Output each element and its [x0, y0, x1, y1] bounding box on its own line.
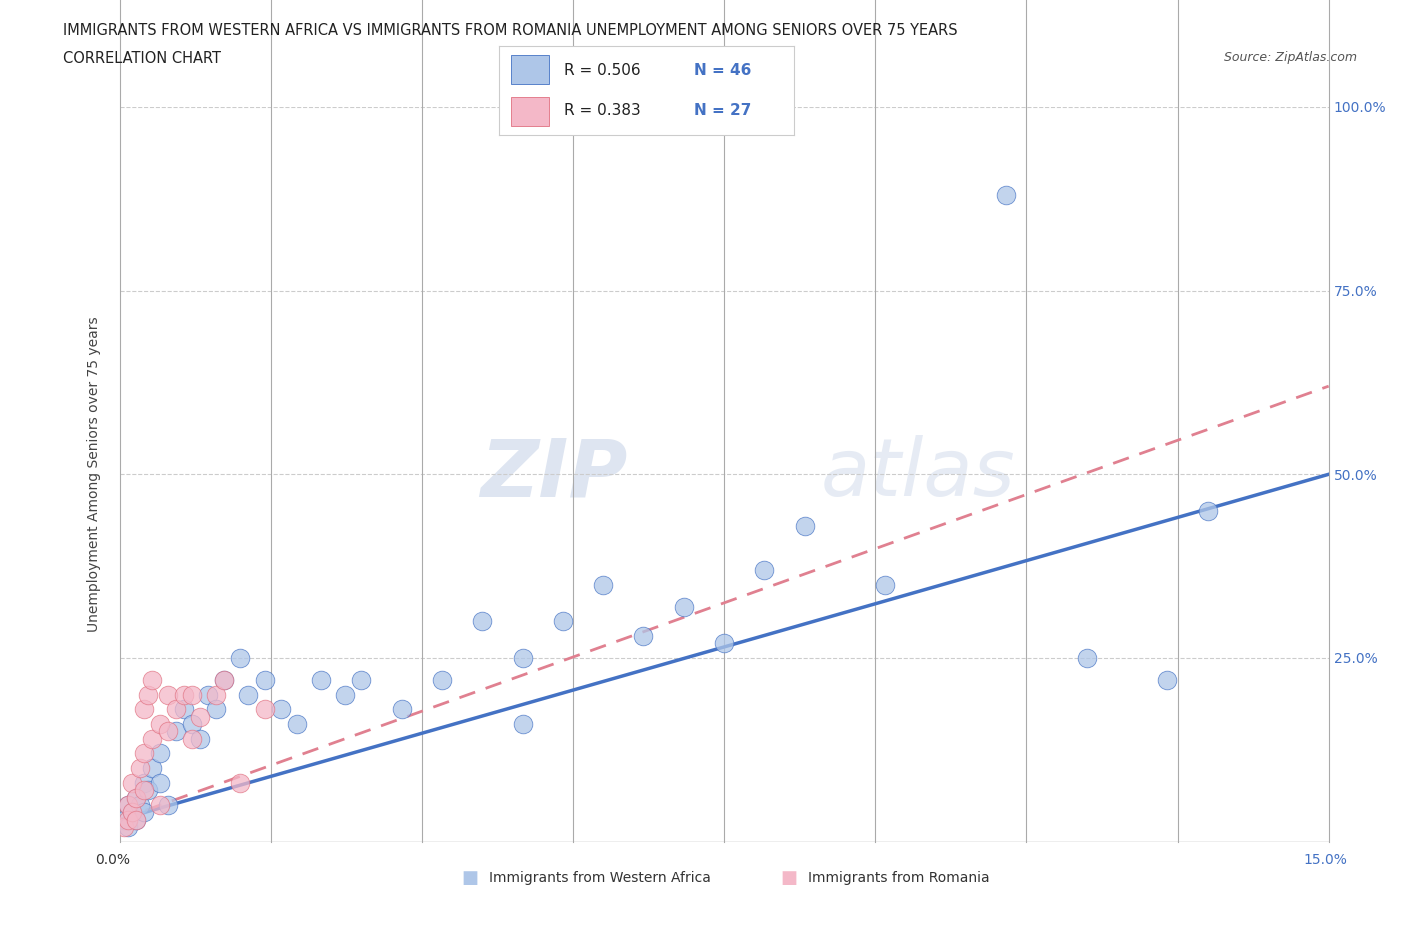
Point — [875, 577, 897, 592]
Point — [1197, 504, 1219, 519]
Point — [285, 717, 308, 732]
Point — [141, 672, 163, 687]
Point — [672, 599, 695, 614]
Point — [214, 672, 236, 687]
Point — [121, 804, 143, 819]
Point — [165, 724, 187, 738]
Point — [181, 687, 204, 702]
Point — [112, 819, 135, 834]
Point — [156, 724, 179, 738]
Point — [124, 812, 146, 827]
Point — [112, 812, 135, 827]
Point — [335, 687, 357, 702]
Point — [124, 790, 146, 805]
Bar — [510, 97, 550, 126]
Point — [214, 672, 236, 687]
Point — [181, 717, 204, 732]
Point — [391, 702, 413, 717]
Point — [270, 702, 292, 717]
Point — [173, 687, 195, 702]
Point — [754, 563, 776, 578]
Point — [121, 804, 143, 819]
Point — [253, 702, 276, 717]
Point — [124, 790, 146, 805]
Point — [793, 518, 815, 533]
Text: atlas: atlas — [821, 435, 1015, 513]
Point — [141, 731, 163, 746]
Point — [156, 687, 179, 702]
Text: 15.0%: 15.0% — [1303, 853, 1347, 868]
Text: N = 46: N = 46 — [695, 63, 751, 78]
Text: ZIP: ZIP — [479, 435, 627, 513]
Point — [121, 776, 143, 790]
Point — [1156, 672, 1178, 687]
Point — [1076, 651, 1098, 666]
Point — [149, 717, 172, 732]
Point — [181, 731, 204, 746]
Point — [136, 783, 159, 798]
Point — [229, 651, 252, 666]
Point — [136, 687, 159, 702]
Point — [156, 798, 179, 813]
Point — [132, 776, 155, 790]
Point — [471, 614, 494, 629]
Point — [633, 629, 655, 644]
Point — [173, 702, 195, 717]
Point — [132, 746, 155, 761]
Point — [430, 672, 453, 687]
Point — [165, 702, 187, 717]
Text: N = 27: N = 27 — [695, 102, 751, 117]
Point — [132, 702, 155, 717]
Point — [253, 672, 276, 687]
Point — [205, 702, 228, 717]
Text: IMMIGRANTS FROM WESTERN AFRICA VS IMMIGRANTS FROM ROMANIA UNEMPLOYMENT AMONG SEN: IMMIGRANTS FROM WESTERN AFRICA VS IMMIGR… — [63, 23, 957, 38]
Point — [713, 636, 735, 651]
Point — [995, 188, 1018, 203]
Text: Source: ZipAtlas.com: Source: ZipAtlas.com — [1223, 51, 1357, 64]
Point — [128, 798, 150, 813]
Point — [238, 687, 260, 702]
Point — [592, 577, 614, 592]
Text: R = 0.383: R = 0.383 — [564, 102, 641, 117]
Point — [188, 731, 211, 746]
Point — [128, 761, 150, 776]
Text: CORRELATION CHART: CORRELATION CHART — [63, 51, 221, 66]
Point — [188, 710, 211, 724]
Bar — [510, 56, 550, 85]
Point — [512, 651, 534, 666]
Point — [117, 812, 139, 827]
Point — [149, 798, 172, 813]
Text: ■: ■ — [461, 869, 478, 887]
Point — [512, 717, 534, 732]
Text: Immigrants from Romania: Immigrants from Romania — [808, 870, 990, 885]
Text: Immigrants from Western Africa: Immigrants from Western Africa — [489, 870, 711, 885]
Point — [309, 672, 332, 687]
Point — [205, 687, 228, 702]
Point — [117, 798, 139, 813]
Y-axis label: Unemployment Among Seniors over 75 years: Unemployment Among Seniors over 75 years — [87, 316, 101, 632]
Point — [141, 761, 163, 776]
Point — [197, 687, 219, 702]
Point — [117, 819, 139, 834]
Point — [132, 804, 155, 819]
Point — [551, 614, 574, 629]
Point — [149, 746, 172, 761]
Point — [229, 776, 252, 790]
Point — [132, 783, 155, 798]
Text: 0.0%: 0.0% — [96, 853, 131, 868]
Point — [350, 672, 373, 687]
Text: ■: ■ — [780, 869, 797, 887]
Point — [117, 798, 139, 813]
Point — [149, 776, 172, 790]
Text: R = 0.506: R = 0.506 — [564, 63, 641, 78]
Point — [124, 812, 146, 827]
